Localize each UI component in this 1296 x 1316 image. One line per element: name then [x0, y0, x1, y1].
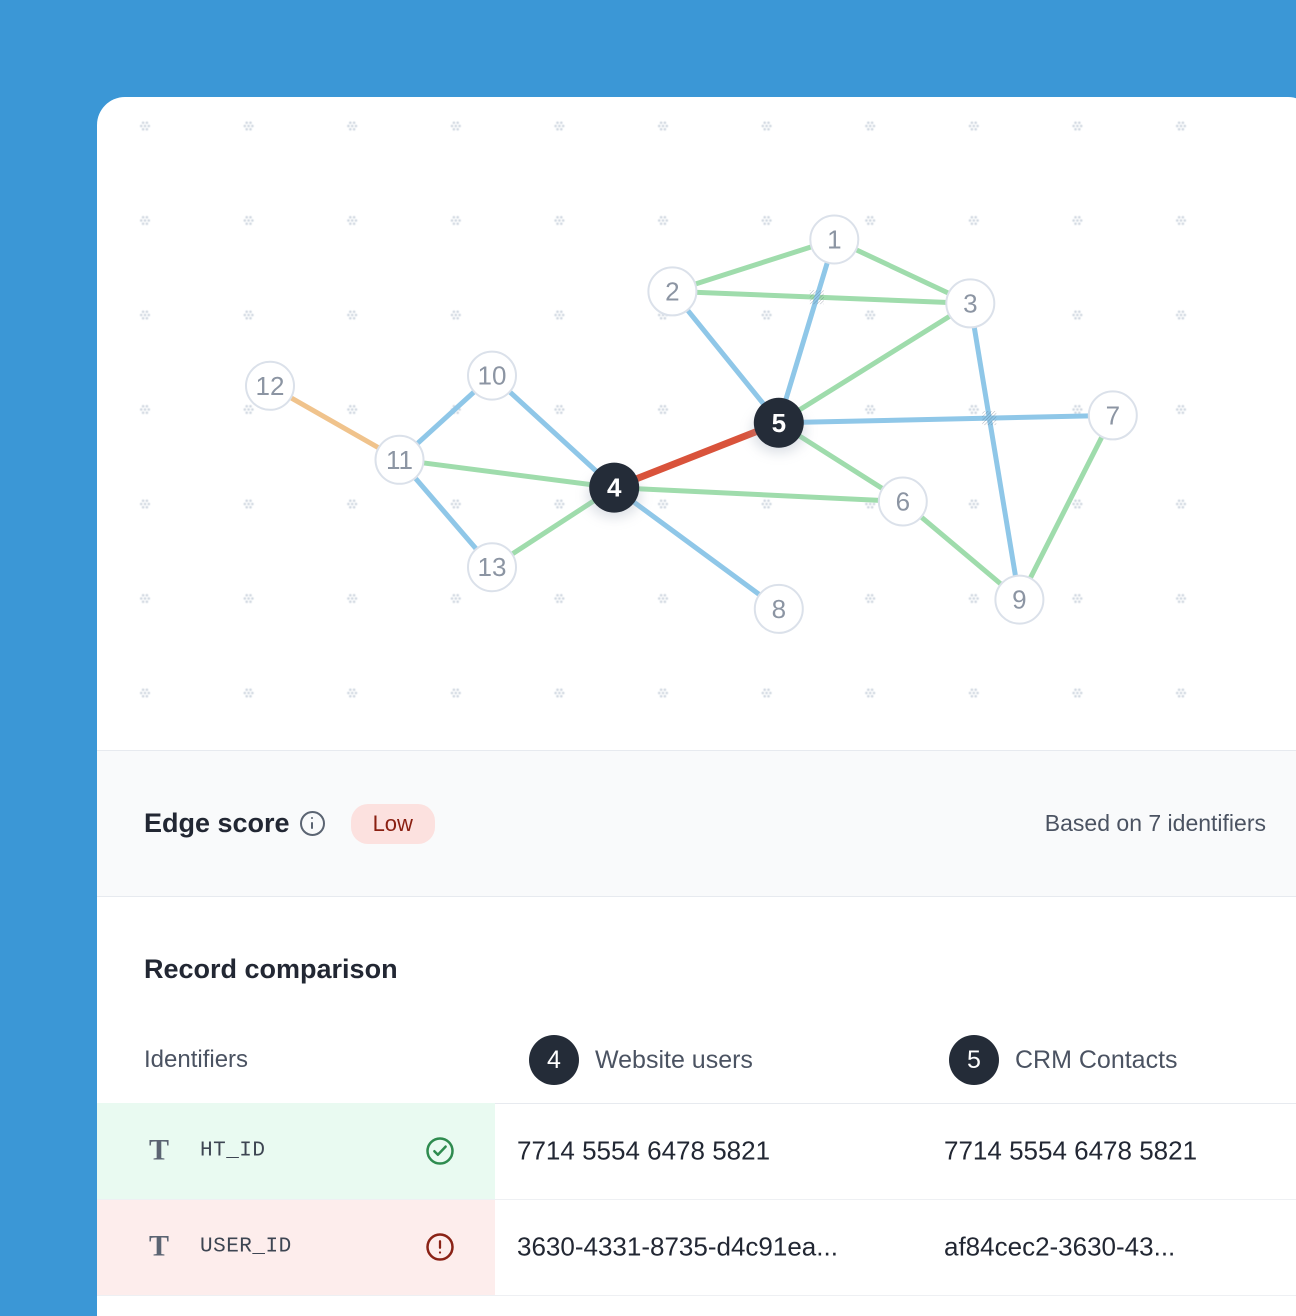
svg-text:6: 6: [896, 487, 910, 517]
svg-text:5: 5: [772, 408, 786, 438]
svg-text:10: 10: [478, 361, 507, 391]
svg-text:11: 11: [386, 445, 413, 475]
svg-text:1: 1: [827, 225, 841, 255]
svg-text:4: 4: [607, 473, 622, 503]
svg-text:3: 3: [963, 288, 977, 318]
svg-text:13: 13: [478, 552, 507, 582]
svg-text:2: 2: [665, 276, 679, 306]
svg-text:12: 12: [256, 371, 285, 401]
svg-text:7: 7: [1106, 400, 1120, 430]
svg-text:9: 9: [1012, 585, 1026, 615]
svg-text:8: 8: [772, 594, 786, 624]
